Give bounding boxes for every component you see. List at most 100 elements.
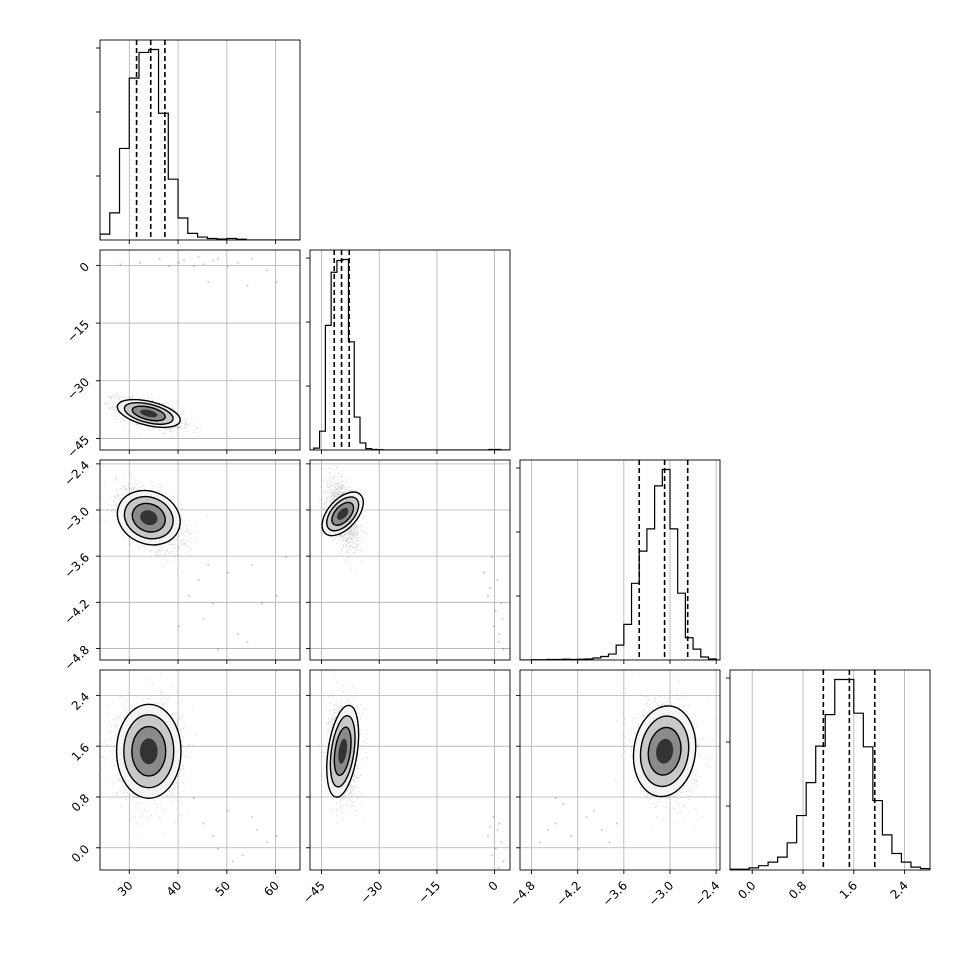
x-tick-label: 0 xyxy=(486,878,501,893)
panel-content xyxy=(100,472,288,651)
outlier-point xyxy=(275,835,278,838)
outlier-point xyxy=(275,280,278,283)
y-tick-label: −3.0 xyxy=(62,504,93,535)
contour-line-1 xyxy=(123,495,174,540)
outlier-point xyxy=(217,257,220,260)
outlier-point xyxy=(494,847,497,850)
y-tick-label: −30 xyxy=(64,375,92,403)
contour-line-2 xyxy=(331,501,355,526)
outlier-point xyxy=(202,617,205,620)
outlier-point xyxy=(585,816,588,819)
contour-line-1 xyxy=(123,714,175,789)
outlier-point xyxy=(119,263,122,266)
y-tick-label: 0 xyxy=(77,260,92,275)
panel-2-0 xyxy=(96,459,301,664)
outlier-point xyxy=(202,822,205,825)
outlier-point xyxy=(236,633,239,636)
panel-frame xyxy=(99,39,301,241)
y-tick-label: 0.0 xyxy=(69,842,92,865)
outlier-point xyxy=(546,828,549,831)
panel-frame xyxy=(309,459,511,661)
panel-content xyxy=(316,467,505,651)
outlier-point xyxy=(226,265,229,268)
x-tick-label: −4.8 xyxy=(507,878,538,909)
contour-line-2 xyxy=(647,726,682,776)
outlier-point xyxy=(497,640,500,643)
outlier-point xyxy=(616,822,619,825)
outlier-point xyxy=(187,594,190,597)
density-level-3 xyxy=(338,738,348,764)
x-tick-label: 0.0 xyxy=(735,878,758,901)
outlier-point xyxy=(562,803,565,806)
outlier-point xyxy=(494,610,497,612)
x-tick-label: −3.0 xyxy=(646,878,677,909)
outlier-point xyxy=(496,828,499,831)
contour-line-1 xyxy=(639,715,690,788)
outlier-point xyxy=(226,809,229,812)
panel-3-3 xyxy=(726,669,931,874)
x-tick-label: 2.4 xyxy=(888,878,911,901)
outlier-point xyxy=(178,625,181,628)
outlier-point xyxy=(192,265,195,268)
outlier-point xyxy=(488,825,491,828)
panel-content xyxy=(539,671,716,850)
outlier-point xyxy=(496,579,499,582)
density-contours xyxy=(115,703,182,799)
contour-line-0 xyxy=(116,489,181,546)
panel-3-1 xyxy=(306,669,511,874)
outlier-point xyxy=(246,284,249,287)
panel-frame xyxy=(729,669,931,871)
panel-2-1 xyxy=(306,459,511,664)
y-tick-label: 0.8 xyxy=(69,791,92,814)
outlier-point xyxy=(265,841,268,844)
contour-line-0 xyxy=(632,705,697,798)
contour-line-2 xyxy=(131,725,167,777)
outlier-point xyxy=(231,860,234,863)
outlier-point xyxy=(236,261,239,264)
panel-frame xyxy=(309,669,511,871)
outlier-point xyxy=(501,617,504,620)
hist-steps xyxy=(100,48,247,240)
panel-content xyxy=(318,671,505,869)
panel-2-2 xyxy=(516,459,721,664)
panel-1-1 xyxy=(306,249,511,454)
outlier-point xyxy=(260,602,263,605)
outlier-point xyxy=(539,841,542,844)
panel-0-0 xyxy=(96,39,301,244)
x-tick-label: −30 xyxy=(358,878,386,906)
x-tick-label: 60 xyxy=(261,878,282,899)
outlier-point xyxy=(207,563,210,566)
density-contours xyxy=(632,705,697,798)
panel-content xyxy=(730,670,930,870)
x-tick-label: −15 xyxy=(415,878,443,906)
panel-1-0 xyxy=(96,249,301,454)
contour-line-0 xyxy=(115,703,182,799)
panel-frame xyxy=(519,459,721,661)
panel-frame xyxy=(99,459,301,661)
outlier-point xyxy=(608,841,611,844)
outlier-point xyxy=(486,835,489,838)
outlier-point xyxy=(275,594,278,597)
outlier-point xyxy=(486,594,489,597)
y-tick-label: −4.2 xyxy=(62,597,93,628)
density-contours xyxy=(326,704,360,798)
x-tick-label: −45 xyxy=(300,878,328,906)
outlier-point xyxy=(285,556,288,559)
outlier-point xyxy=(554,822,557,825)
contour-line-0 xyxy=(116,398,181,429)
y-tick-label: −4.8 xyxy=(62,643,93,674)
outlier-point xyxy=(139,261,142,264)
outlier-point xyxy=(251,563,254,566)
outlier-point xyxy=(502,860,505,863)
panel-3-0 xyxy=(96,669,301,874)
outlier-point xyxy=(158,257,161,260)
outlier-point xyxy=(256,828,259,831)
x-tick-label: 50 xyxy=(212,878,233,899)
outlier-point xyxy=(500,602,503,605)
outlier-point xyxy=(483,571,486,574)
panel-3-2 xyxy=(516,669,721,874)
panel-frame xyxy=(99,669,301,871)
outlier-point xyxy=(192,796,195,799)
contour-line-0 xyxy=(321,491,364,537)
